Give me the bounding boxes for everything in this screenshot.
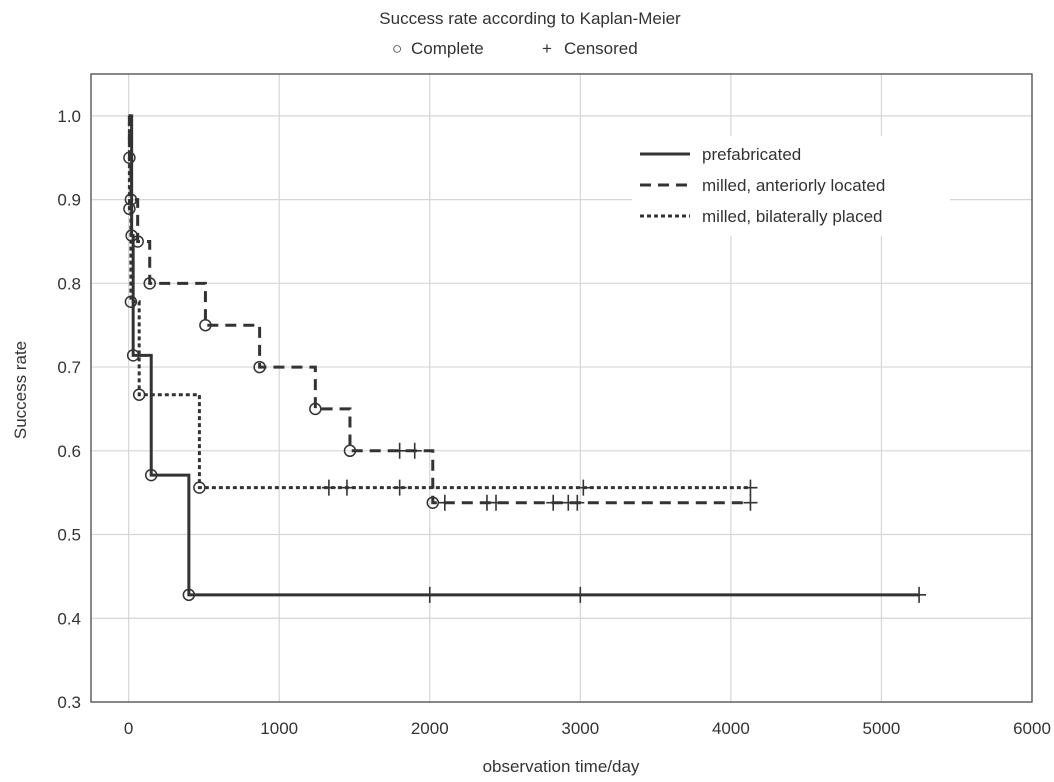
- x-tick-label: 0: [124, 719, 133, 738]
- complete-marker: [193, 481, 206, 494]
- censored-marker: [546, 494, 561, 511]
- complete-marker: [343, 444, 357, 458]
- y-tick-label: 0.4: [57, 609, 81, 628]
- censored-label: Censored: [564, 39, 638, 58]
- censored-marker: [570, 494, 585, 511]
- series-2: [123, 114, 758, 511]
- censored-marker: [422, 586, 437, 603]
- x-tick-label: 4000: [712, 719, 750, 738]
- y-tick-label: 0.7: [57, 358, 81, 377]
- y-tick-label: 0.6: [57, 442, 81, 461]
- legend-label-milled-bilateral: milled, bilaterally placed: [702, 207, 882, 226]
- y-axis-title: Success rate: [11, 341, 30, 439]
- censored-marker: [407, 442, 422, 459]
- censored-marker: [489, 494, 504, 511]
- censored-marker: [339, 479, 354, 496]
- legend: prefabricated milled, anteriorly located…: [632, 136, 950, 236]
- complete-marker: [124, 193, 138, 206]
- censored-marker: [392, 442, 407, 459]
- series-3: [123, 114, 758, 496]
- x-axis-title: observation time/day: [483, 757, 640, 776]
- legend-label-milled-anterior: milled, anteriorly located: [702, 176, 885, 195]
- complete-marker: [253, 360, 266, 374]
- censored-marker: [437, 494, 452, 511]
- plot-frame: [90, 73, 1033, 703]
- complete-label: Complete: [411, 39, 484, 58]
- x-tick-label: 6000: [1013, 719, 1051, 738]
- censored-marker: [743, 494, 758, 511]
- subtitle-legend: ○ Complete + Censored: [392, 39, 638, 58]
- series-layer: [123, 114, 927, 603]
- series-line: [127, 114, 751, 490]
- censored-symbol: +: [542, 39, 552, 58]
- x-tick-label: 1000: [260, 719, 298, 738]
- complete-marker: [126, 349, 140, 362]
- complete-marker: [143, 277, 156, 290]
- x-tick-label: 2000: [411, 719, 449, 738]
- complete-marker: [144, 468, 158, 482]
- censored-marker: [573, 586, 588, 603]
- censored-marker: [912, 586, 927, 603]
- complete-marker: [309, 402, 322, 416]
- y-tick-label: 0.3: [57, 693, 81, 712]
- y-tick-label: 0.5: [57, 526, 81, 545]
- chart-title: Success rate according to Kaplan-Meier: [379, 9, 681, 28]
- censored-marker: [392, 479, 407, 496]
- censored-marker: [743, 479, 758, 496]
- legend-label-prefabricated: prefabricated: [702, 145, 801, 164]
- censored-marker: [321, 479, 336, 496]
- y-tick-label: 0.9: [57, 191, 81, 210]
- complete-marker: [182, 588, 196, 602]
- complete-marker: [124, 295, 138, 309]
- tick-labels: 0 1000 2000 3000 4000 5000 6000 0.3 0.4 0.5 0.6 0.7…: [57, 107, 1051, 738]
- x-tick-label: 3000: [561, 719, 599, 738]
- censored-marker: [576, 479, 591, 496]
- y-tick-label: 0.8: [57, 274, 81, 293]
- x-tick-label: 5000: [863, 719, 901, 738]
- y-tick-label: 1.0: [57, 107, 81, 126]
- complete-symbol: ○: [392, 39, 402, 58]
- series-line: [127, 114, 751, 505]
- complete-marker: [123, 202, 136, 216]
- complete-marker: [199, 318, 212, 332]
- complete-marker: [132, 388, 146, 401]
